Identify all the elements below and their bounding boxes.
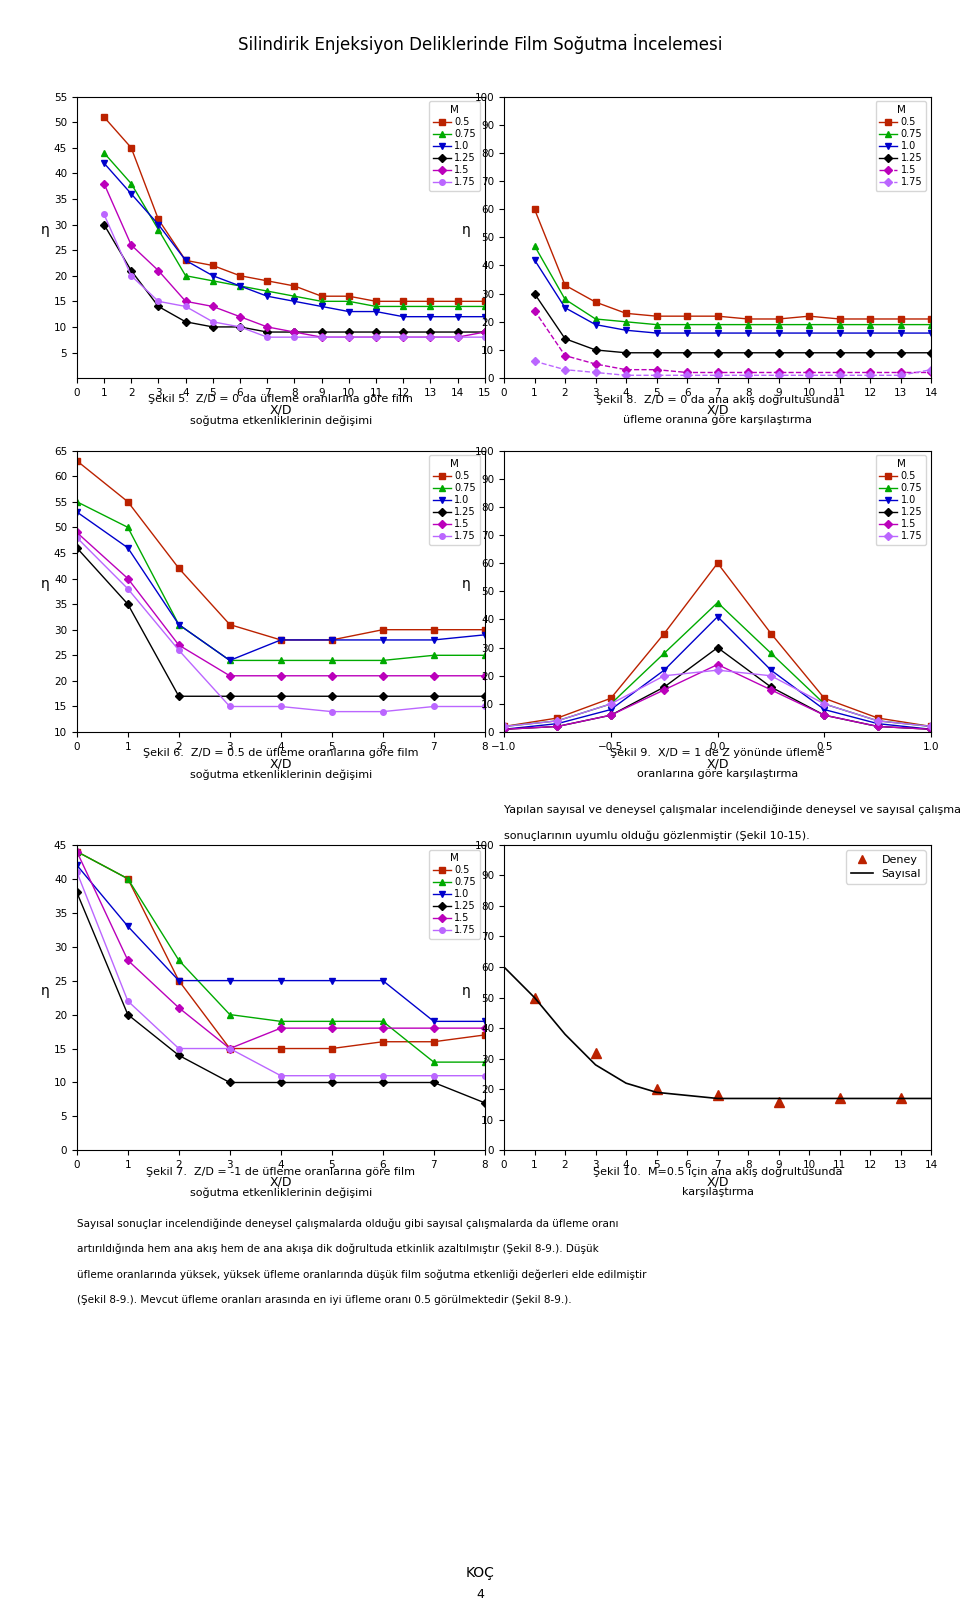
Text: Sayısal sonuçlar incelendiğinde deneysel çalışmalarda olduğu gibi sayısal çalışm: Sayısal sonuçlar incelendiğinde deneysel… [77, 1218, 618, 1229]
X-axis label: X/D: X/D [707, 1176, 729, 1189]
Legend: 0.5, 0.75, 1.0, 1.25, 1.5, 1.75: 0.5, 0.75, 1.0, 1.25, 1.5, 1.75 [429, 850, 480, 940]
Text: üfleme oranlarında yüksek, yüksek üfleme oranlarında düşük film soğutma etkenliğ: üfleme oranlarında yüksek, yüksek üfleme… [77, 1270, 646, 1281]
Text: KOÇ: KOÇ [466, 1566, 494, 1580]
Text: Şekil 5.  Z/D = 0 da üfleme oranlarına göre film: Şekil 5. Z/D = 0 da üfleme oranlarına gö… [149, 394, 413, 404]
X-axis label: X/D: X/D [270, 1176, 292, 1189]
Text: artırıldığında hem ana akış hem de ana akışa dik doğrultuda etkinlik azaltılmışt: artırıldığında hem ana akış hem de ana a… [77, 1244, 598, 1255]
X-axis label: X/D: X/D [707, 404, 729, 417]
Y-axis label: η: η [462, 983, 470, 998]
Y-axis label: η: η [462, 224, 470, 238]
Text: soğutma etkenliklerinin değişimi: soğutma etkenliklerinin değişimi [190, 415, 372, 426]
Y-axis label: η: η [41, 224, 50, 238]
Text: soğutma etkenliklerinin değişimi: soğutma etkenliklerinin değişimi [190, 769, 372, 780]
Legend: 0.5, 0.75, 1.0, 1.25, 1.5, 1.75: 0.5, 0.75, 1.0, 1.25, 1.5, 1.75 [876, 455, 926, 545]
Text: Yapılan sayısal ve deneysel çalışmalar incelendiğinde deneysel ve sayısal çalışm: Yapılan sayısal ve deneysel çalışmalar i… [504, 804, 960, 816]
Text: Şekil 8.  Z/D = 0 da ana akış doğrultusunda: Şekil 8. Z/D = 0 da ana akış doğrultusun… [596, 394, 839, 405]
Text: Şekil 7.  Z/D = -1 de üfleme oranlarına göre film: Şekil 7. Z/D = -1 de üfleme oranlarına g… [146, 1167, 416, 1176]
X-axis label: X/D: X/D [270, 404, 292, 417]
Y-axis label: η: η [41, 983, 50, 998]
Legend: Deney, Sayısal: Deney, Sayısal [846, 850, 925, 883]
X-axis label: X/D: X/D [270, 758, 292, 771]
Text: oranlarına göre karşılaştırma: oranlarına göre karşılaştırma [637, 769, 798, 779]
Legend: 0.5, 0.75, 1.0, 1.25, 1.5, 1.75: 0.5, 0.75, 1.0, 1.25, 1.5, 1.75 [429, 101, 480, 191]
Text: Şekil 10.  M=0.5 için ana akış doğrultusunda: Şekil 10. M=0.5 için ana akış doğrultusu… [593, 1167, 842, 1178]
Text: Silindirik Enjeksiyon Deliklerinde Film Soğutma İncelemesi: Silindirik Enjeksiyon Deliklerinde Film … [238, 34, 722, 53]
Legend: 0.5, 0.75, 1.0, 1.25, 1.5, 1.75: 0.5, 0.75, 1.0, 1.25, 1.5, 1.75 [876, 101, 926, 191]
Text: (Şekil 8-9.). Mevcut üfleme oranları arasında en iyi üfleme oranı 0.5 görülmekte: (Şekil 8-9.). Mevcut üfleme oranları ara… [77, 1295, 571, 1305]
Text: üfleme oranına göre karşılaştırma: üfleme oranına göre karşılaştırma [623, 415, 812, 425]
Text: sonuçlarının uyumlu olduğu gözlenmiştir (Şekil 10-15).: sonuçlarının uyumlu olduğu gözlenmiştir … [504, 830, 809, 842]
Y-axis label: η: η [41, 578, 50, 591]
Text: soğutma etkenliklerinin değişimi: soğutma etkenliklerinin değişimi [190, 1187, 372, 1199]
Text: Şekil 6.  Z/D = 0.5 de üfleme oranlarına göre film: Şekil 6. Z/D = 0.5 de üfleme oranlarına … [143, 748, 419, 758]
Text: Şekil 9.  X/D = 1 de Z yönünde üfleme: Şekil 9. X/D = 1 de Z yönünde üfleme [611, 748, 825, 758]
Y-axis label: η: η [462, 578, 470, 591]
Text: 4: 4 [476, 1588, 484, 1601]
Text: karşılaştırma: karşılaştırma [682, 1187, 754, 1197]
Legend: 0.5, 0.75, 1.0, 1.25, 1.5, 1.75: 0.5, 0.75, 1.0, 1.25, 1.5, 1.75 [429, 455, 480, 545]
X-axis label: X/D: X/D [707, 758, 729, 771]
